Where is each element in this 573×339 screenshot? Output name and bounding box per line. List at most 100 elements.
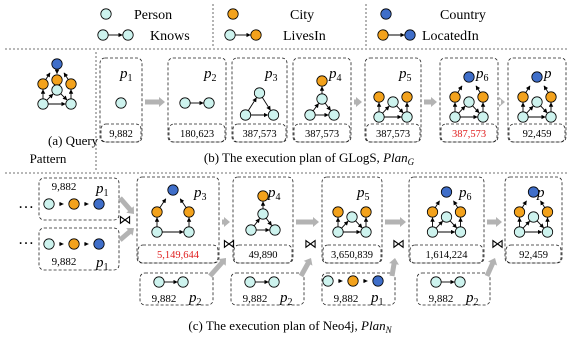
glogs-count-box bbox=[100, 123, 142, 143]
pattern-label: p3 bbox=[193, 185, 207, 203]
city-node bbox=[541, 206, 554, 218]
neo4j-extra-box bbox=[230, 272, 305, 306]
person-node bbox=[517, 111, 529, 123]
query-pattern-panel: (a) Query Pattern bbox=[30, 58, 99, 166]
person-node bbox=[430, 276, 442, 288]
pattern-graph bbox=[244, 276, 280, 288]
person-node bbox=[541, 226, 554, 238]
edge-arrow bbox=[525, 85, 531, 93]
ellipsis: … bbox=[18, 195, 34, 212]
edge-arrow bbox=[341, 220, 349, 229]
city-node bbox=[65, 78, 77, 90]
person-node bbox=[100, 8, 112, 20]
edge-arrow bbox=[253, 218, 260, 227]
glogs-step-count: 9,882 bbox=[109, 129, 133, 140]
edge-arrow bbox=[312, 103, 319, 112]
neo4j-step-count: 3,650,839 bbox=[331, 250, 373, 261]
pattern-label: p6 bbox=[458, 185, 472, 203]
city-node bbox=[477, 91, 489, 103]
edge-arrow bbox=[265, 217, 272, 226]
edge-arrow bbox=[536, 220, 544, 229]
flow-arrow bbox=[487, 217, 502, 227]
city-node bbox=[347, 275, 359, 287]
person-node bbox=[322, 275, 334, 287]
pattern-graph bbox=[373, 91, 413, 123]
glogs-step-count: 387,573 bbox=[242, 129, 276, 140]
city-node bbox=[360, 206, 372, 218]
glogs-count-box bbox=[365, 123, 421, 143]
edge-arrow bbox=[63, 72, 69, 80]
edge-arrow bbox=[457, 85, 463, 93]
person-node bbox=[387, 96, 399, 108]
neo4j-count-box bbox=[233, 244, 293, 264]
flow-arrow bbox=[499, 97, 505, 107]
person-node bbox=[346, 211, 358, 223]
person-node bbox=[51, 84, 63, 96]
neo4j-plan-panel: 9,882 p1 9,882 p1 … … ⋈ p3 5,149,644 p4 49,890 p5 3,… bbox=[18, 176, 563, 335]
glogs-count-box bbox=[232, 123, 287, 143]
edge-arrow bbox=[543, 85, 549, 93]
pattern-label: p2 bbox=[188, 290, 202, 308]
country-node bbox=[372, 275, 384, 287]
flow-arrow bbox=[296, 217, 319, 227]
city-node bbox=[151, 206, 163, 218]
glogs-count-box bbox=[508, 123, 566, 143]
neo4j-step-box bbox=[136, 176, 220, 264]
pattern-label: p6 bbox=[475, 66, 489, 84]
join-symbol: ⋈ bbox=[304, 236, 317, 251]
flow-arrow bbox=[118, 196, 134, 214]
flow-arrow bbox=[424, 97, 437, 107]
person-node bbox=[426, 226, 439, 238]
person-node bbox=[269, 224, 281, 236]
edge-arrow bbox=[435, 220, 443, 229]
city-node bbox=[51, 74, 63, 86]
neo4j-count-box bbox=[409, 244, 484, 264]
flow-arrow bbox=[222, 217, 230, 227]
city-node bbox=[373, 91, 385, 103]
glogs-count-box bbox=[293, 123, 351, 143]
country-node bbox=[93, 238, 105, 250]
edge-arrow bbox=[324, 102, 331, 111]
neo4j-input-count: 9,882 bbox=[52, 256, 77, 268]
join-symbol: ⋈ bbox=[392, 236, 405, 251]
country-node bbox=[167, 184, 179, 196]
flow-arrow bbox=[208, 258, 226, 278]
edge-arrow bbox=[355, 220, 363, 229]
edge-arrow bbox=[159, 198, 167, 208]
pattern-graph bbox=[513, 186, 554, 238]
pattern-label: p1 bbox=[95, 181, 109, 199]
neo4j-extra-box bbox=[416, 272, 491, 306]
person-node bbox=[65, 98, 77, 110]
glogs-count-box bbox=[440, 123, 498, 143]
person-node bbox=[477, 111, 489, 123]
person-node bbox=[454, 226, 467, 238]
city-node bbox=[227, 8, 239, 20]
pattern-graph bbox=[430, 276, 466, 288]
legend-city-label: City bbox=[290, 8, 314, 23]
edge-arrow bbox=[261, 97, 271, 111]
pattern-label: p3 bbox=[264, 66, 278, 84]
neo4j-extra-box bbox=[139, 272, 214, 306]
person-node bbox=[239, 109, 252, 121]
country-node bbox=[440, 186, 453, 198]
legend-livesin-label: LivesIn bbox=[283, 29, 326, 44]
pattern-graph bbox=[322, 275, 384, 287]
city-node bbox=[401, 91, 413, 103]
person-node bbox=[244, 276, 256, 288]
pattern-graph bbox=[517, 71, 557, 123]
city-node bbox=[316, 75, 328, 87]
neo4j-count-box bbox=[137, 244, 219, 264]
person-node bbox=[454, 276, 466, 288]
neo4j-extra-count: 9,882 bbox=[152, 293, 177, 305]
pattern-graph bbox=[115, 97, 127, 109]
person-node bbox=[304, 109, 316, 121]
pattern-label: p bbox=[543, 66, 552, 82]
join-symbol: ⋈ bbox=[119, 212, 132, 227]
neo4j-extra-count: 9,882 bbox=[429, 293, 454, 305]
city-node bbox=[545, 91, 557, 103]
pattern-graph bbox=[43, 238, 105, 250]
pattern-graph bbox=[304, 75, 340, 121]
pattern-graph bbox=[449, 71, 489, 123]
person-node bbox=[153, 276, 165, 288]
person-node bbox=[373, 111, 385, 123]
